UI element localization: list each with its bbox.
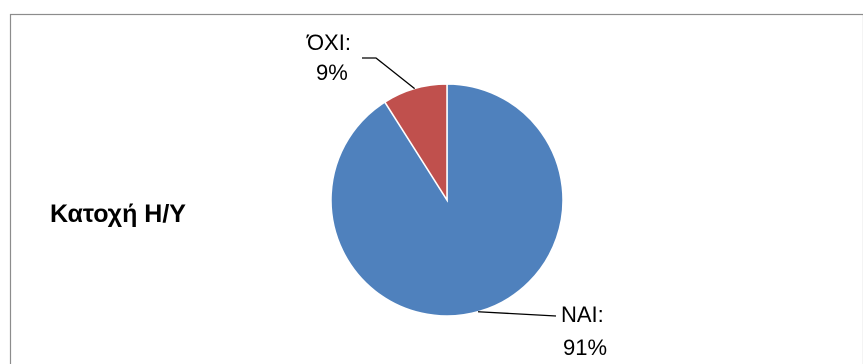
data-label-no-name: ΌΧΙ: <box>306 30 351 55</box>
pie-slices <box>330 83 564 317</box>
leader-line-yes <box>477 311 557 317</box>
chart-title: Κατοχή Η/Υ <box>50 200 186 228</box>
data-label-yes-percent: 91% <box>563 335 607 360</box>
data-label-yes-name: ΝΑΙ: <box>561 302 604 327</box>
leader-line-no <box>362 57 416 90</box>
data-label-no-percent: 9% <box>316 60 348 85</box>
